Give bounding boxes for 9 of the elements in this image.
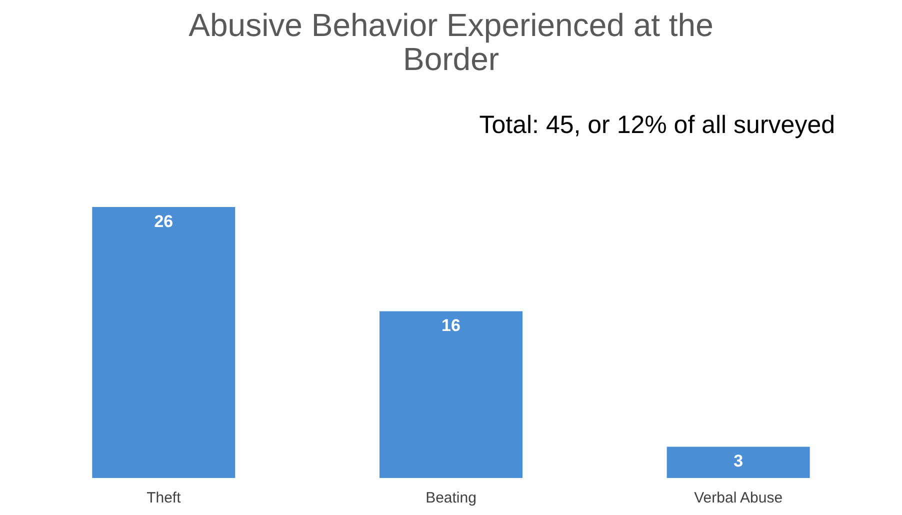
x-tick-label: Beating (426, 490, 476, 506)
x-tick-label: Theft (146, 490, 182, 506)
data-label: 3 (734, 452, 744, 471)
text: Total: 45, or 12% of all surveyed (479, 111, 835, 139)
x-tick-label: Verbal Abuse (694, 490, 783, 506)
text: Abusive Behavior Experienced at the (188, 7, 714, 43)
text: Border (402, 41, 500, 77)
data-label: 16 (442, 316, 460, 336)
data-label: 26 (154, 212, 174, 231)
